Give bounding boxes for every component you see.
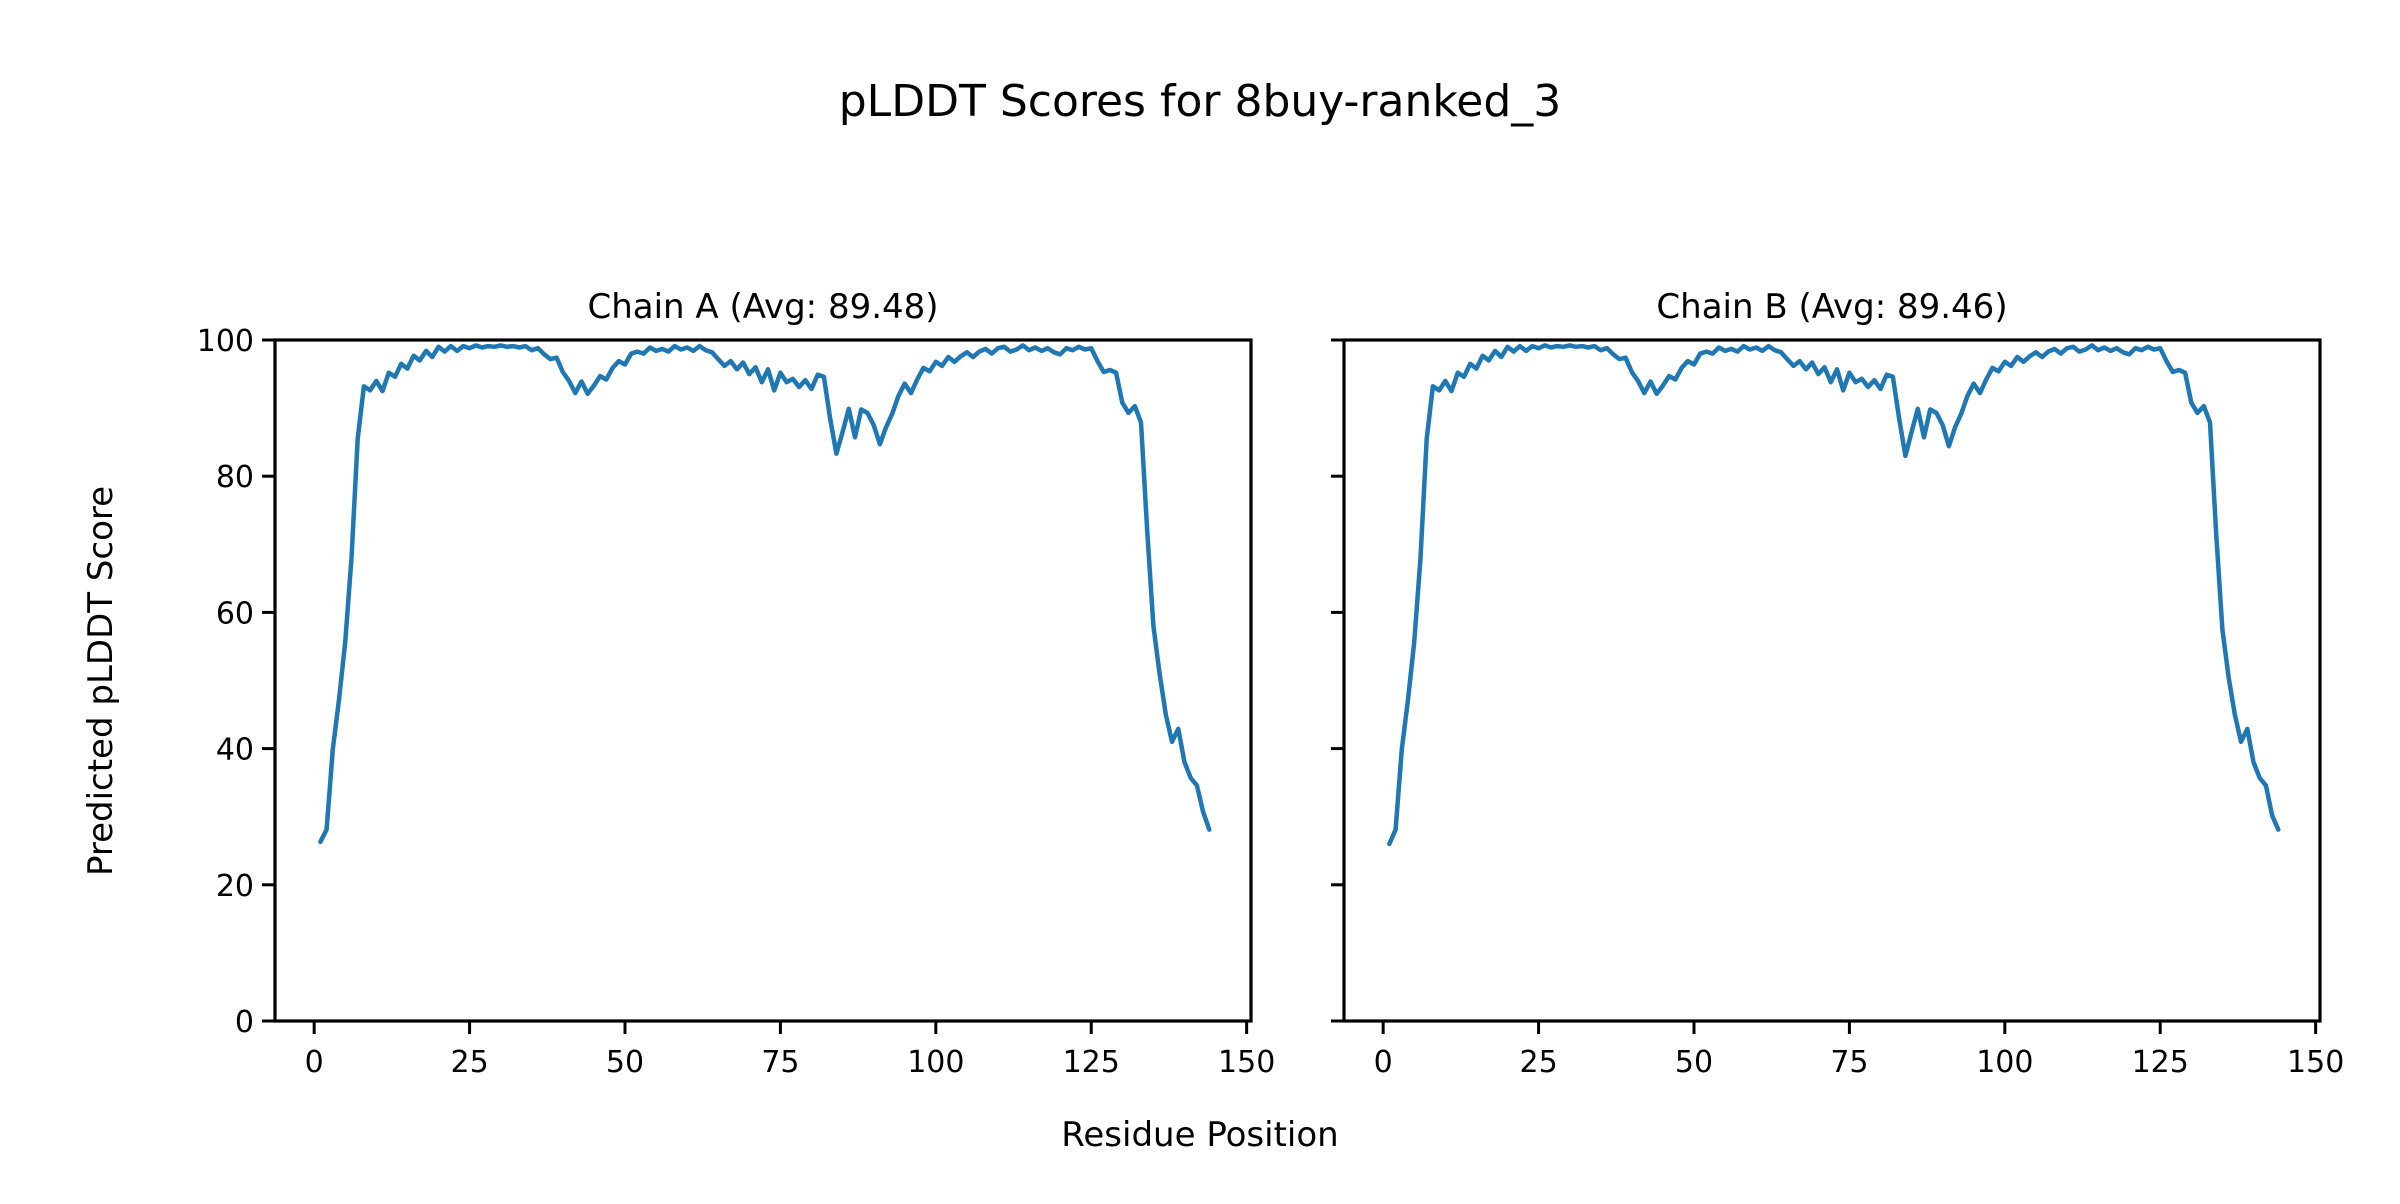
x-tick-label: 150 bbox=[2287, 1045, 2344, 1080]
y-tick-label: 40 bbox=[216, 733, 254, 768]
x-tick-label: 0 bbox=[305, 1045, 324, 1080]
y-axis-label: Predicted pLDDT Score bbox=[81, 486, 121, 876]
chain-b-axes: 0 25 50 75 100 125 150 bbox=[1331, 338, 2344, 1080]
x-tick-label: 50 bbox=[606, 1045, 644, 1080]
plddt-line bbox=[1387, 343, 2281, 847]
x-axis-label: Residue Position bbox=[1061, 1115, 1338, 1155]
chain-a-title: Chain A (Avg: 89.48) bbox=[587, 287, 938, 327]
x-tick-label: 100 bbox=[1976, 1045, 2033, 1080]
x-tick-label: 50 bbox=[1675, 1045, 1713, 1080]
axes-frame bbox=[1342, 338, 2322, 1023]
x-tick-label: 0 bbox=[1374, 1045, 1393, 1080]
y-tick-label: 0 bbox=[235, 1005, 254, 1040]
chain-b-title: Chain B (Avg: 89.46) bbox=[1656, 287, 2007, 327]
x-tick-label: 100 bbox=[907, 1045, 964, 1080]
y-tick-label: 60 bbox=[216, 596, 254, 631]
x-tick-label: 25 bbox=[1519, 1045, 1557, 1080]
x-tick-label: 25 bbox=[450, 1045, 488, 1080]
y-tick-label: 80 bbox=[216, 460, 254, 495]
x-tick-label: 75 bbox=[761, 1045, 799, 1080]
figure-title: pLDDT Scores for 8buy-ranked_3 bbox=[839, 76, 1562, 127]
y-tick-label: 100 bbox=[197, 324, 254, 359]
axes-frame bbox=[273, 338, 1253, 1023]
chain-a-axes: 0 25 50 75 100 125 150 0 20 40 60 80 100 bbox=[197, 324, 1276, 1080]
x-tick-label: 125 bbox=[1063, 1045, 1120, 1080]
plddt-line bbox=[318, 343, 1212, 845]
x-tick-label: 125 bbox=[2132, 1045, 2189, 1080]
x-tick-label: 150 bbox=[1218, 1045, 1275, 1080]
y-tick-label: 20 bbox=[216, 869, 254, 904]
x-tick-label: 75 bbox=[1830, 1045, 1868, 1080]
